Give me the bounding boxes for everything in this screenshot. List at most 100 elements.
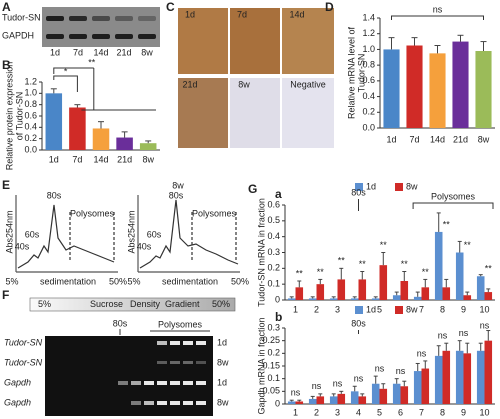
bar <box>139 143 157 150</box>
bar <box>337 279 346 300</box>
significance: ** <box>485 264 493 274</box>
y-tick-label: 0.4 <box>267 231 280 241</box>
bar <box>295 401 304 404</box>
x-tick-label: 9 <box>461 304 466 314</box>
sig-bracket <box>53 75 78 92</box>
significance: ns <box>459 328 469 338</box>
legend-label: 1d <box>366 304 376 314</box>
panel-letter: B <box>2 58 11 72</box>
x-tick-label: 8w <box>142 154 154 164</box>
significance: ns <box>333 379 343 389</box>
x-tick-label: 8w <box>478 134 490 144</box>
gradient-label: Density <box>130 299 161 309</box>
panel-letter: b <box>275 310 282 324</box>
bar <box>308 298 317 300</box>
significance: ns <box>417 348 427 358</box>
y-tick-label: 0.3 <box>267 322 280 332</box>
profile-label: 8w <box>172 180 184 190</box>
lane-label: 1d <box>50 47 60 57</box>
significance: ns <box>291 388 301 398</box>
gradient-bar <box>29 297 236 312</box>
region-label: Polysomes <box>158 319 203 329</box>
x-tick-label: 5 <box>377 407 382 417</box>
bar <box>476 350 485 404</box>
peak-label: 80s <box>169 190 184 200</box>
bar <box>413 296 422 300</box>
significance: ** <box>296 268 304 278</box>
x-tick-label: 1d <box>386 134 396 144</box>
bar <box>463 295 472 300</box>
y-tick-label: 1.2 <box>362 28 375 38</box>
bar <box>316 396 325 404</box>
significance: ns <box>312 381 322 391</box>
bar <box>45 93 63 150</box>
y-tick-label: 0.3 <box>267 247 280 257</box>
profile-curves <box>15 195 240 273</box>
bar <box>92 128 110 150</box>
bar <box>308 398 317 404</box>
x-tick-label: 8 <box>440 407 445 417</box>
bar <box>287 298 296 300</box>
panel-letter: A <box>2 0 11 14</box>
significance: ns <box>438 331 448 341</box>
x-axis-label: sedimentation <box>162 276 218 286</box>
bar <box>434 231 443 300</box>
x-tick-label: 14d <box>93 154 108 164</box>
bar <box>329 298 338 300</box>
x-tick-label: 6 <box>398 407 403 417</box>
fraction-label: 80s <box>351 187 366 197</box>
bar <box>350 391 359 404</box>
bar <box>442 350 451 404</box>
region-label: Polysomes <box>192 208 237 218</box>
significance: ns <box>375 364 385 374</box>
row-label: 8w <box>217 357 229 367</box>
x-tick-label: 8 <box>440 304 445 314</box>
panel-letter: F <box>2 288 9 302</box>
x-tick-label: 4 <box>356 407 361 417</box>
x-tick-label: 7 <box>419 407 424 417</box>
y-tick-label: 0.25 <box>262 335 280 345</box>
y-tick-label: 0.6 <box>24 110 37 120</box>
y-tick-label: 0 <box>275 398 280 408</box>
bar <box>371 298 380 300</box>
image-label: Negative <box>290 79 326 89</box>
y-tick-label: 0.0 <box>24 144 37 154</box>
bar <box>452 41 469 129</box>
y-axis-label: Tudor-SN mRNA in fraction <box>256 198 266 307</box>
y-tick-label: 0.4 <box>362 91 375 101</box>
significance: ** <box>380 240 388 250</box>
row-label: 1d <box>217 337 227 347</box>
x-tick-label: 7 <box>419 304 424 314</box>
y-axis-label: Tudor-SN <box>356 54 366 93</box>
y-tick-label: 1.0 <box>362 44 375 54</box>
y-tick-label: 0.2 <box>267 263 280 273</box>
fraction-label: 80s <box>113 318 128 328</box>
x-tick-label: 3 <box>335 304 340 314</box>
y-tick-label: 0.8 <box>24 99 37 109</box>
bar <box>484 340 493 404</box>
legend-label: 8w <box>406 304 418 314</box>
y-axis-label: Abs254nm <box>4 210 14 253</box>
peak-label: 40s <box>15 241 30 251</box>
x-axis-label: sedimentation <box>40 276 96 286</box>
sig-bracket <box>391 15 484 20</box>
significance: ** <box>422 267 430 277</box>
significance: ** <box>464 240 472 250</box>
significance: ** <box>401 259 409 269</box>
y-tick-label: 0.2 <box>24 133 37 143</box>
gradient-end: 50% <box>231 276 249 286</box>
bar <box>379 265 388 300</box>
gradient-end: 5% <box>5 276 18 286</box>
bar <box>475 51 492 128</box>
x-tick-label: 3 <box>335 407 340 417</box>
significance: ** <box>338 256 346 266</box>
micrographs <box>178 8 334 148</box>
bar <box>383 49 400 128</box>
x-tick-label: 7d <box>409 134 419 144</box>
fraction-label: Polysomes <box>431 191 476 201</box>
x-tick-label: 5 <box>377 304 382 314</box>
gradient-label: 50% <box>212 299 230 309</box>
blot-bands <box>46 16 156 39</box>
gradient-end: 50% <box>109 276 127 286</box>
significance: ns <box>433 4 443 14</box>
